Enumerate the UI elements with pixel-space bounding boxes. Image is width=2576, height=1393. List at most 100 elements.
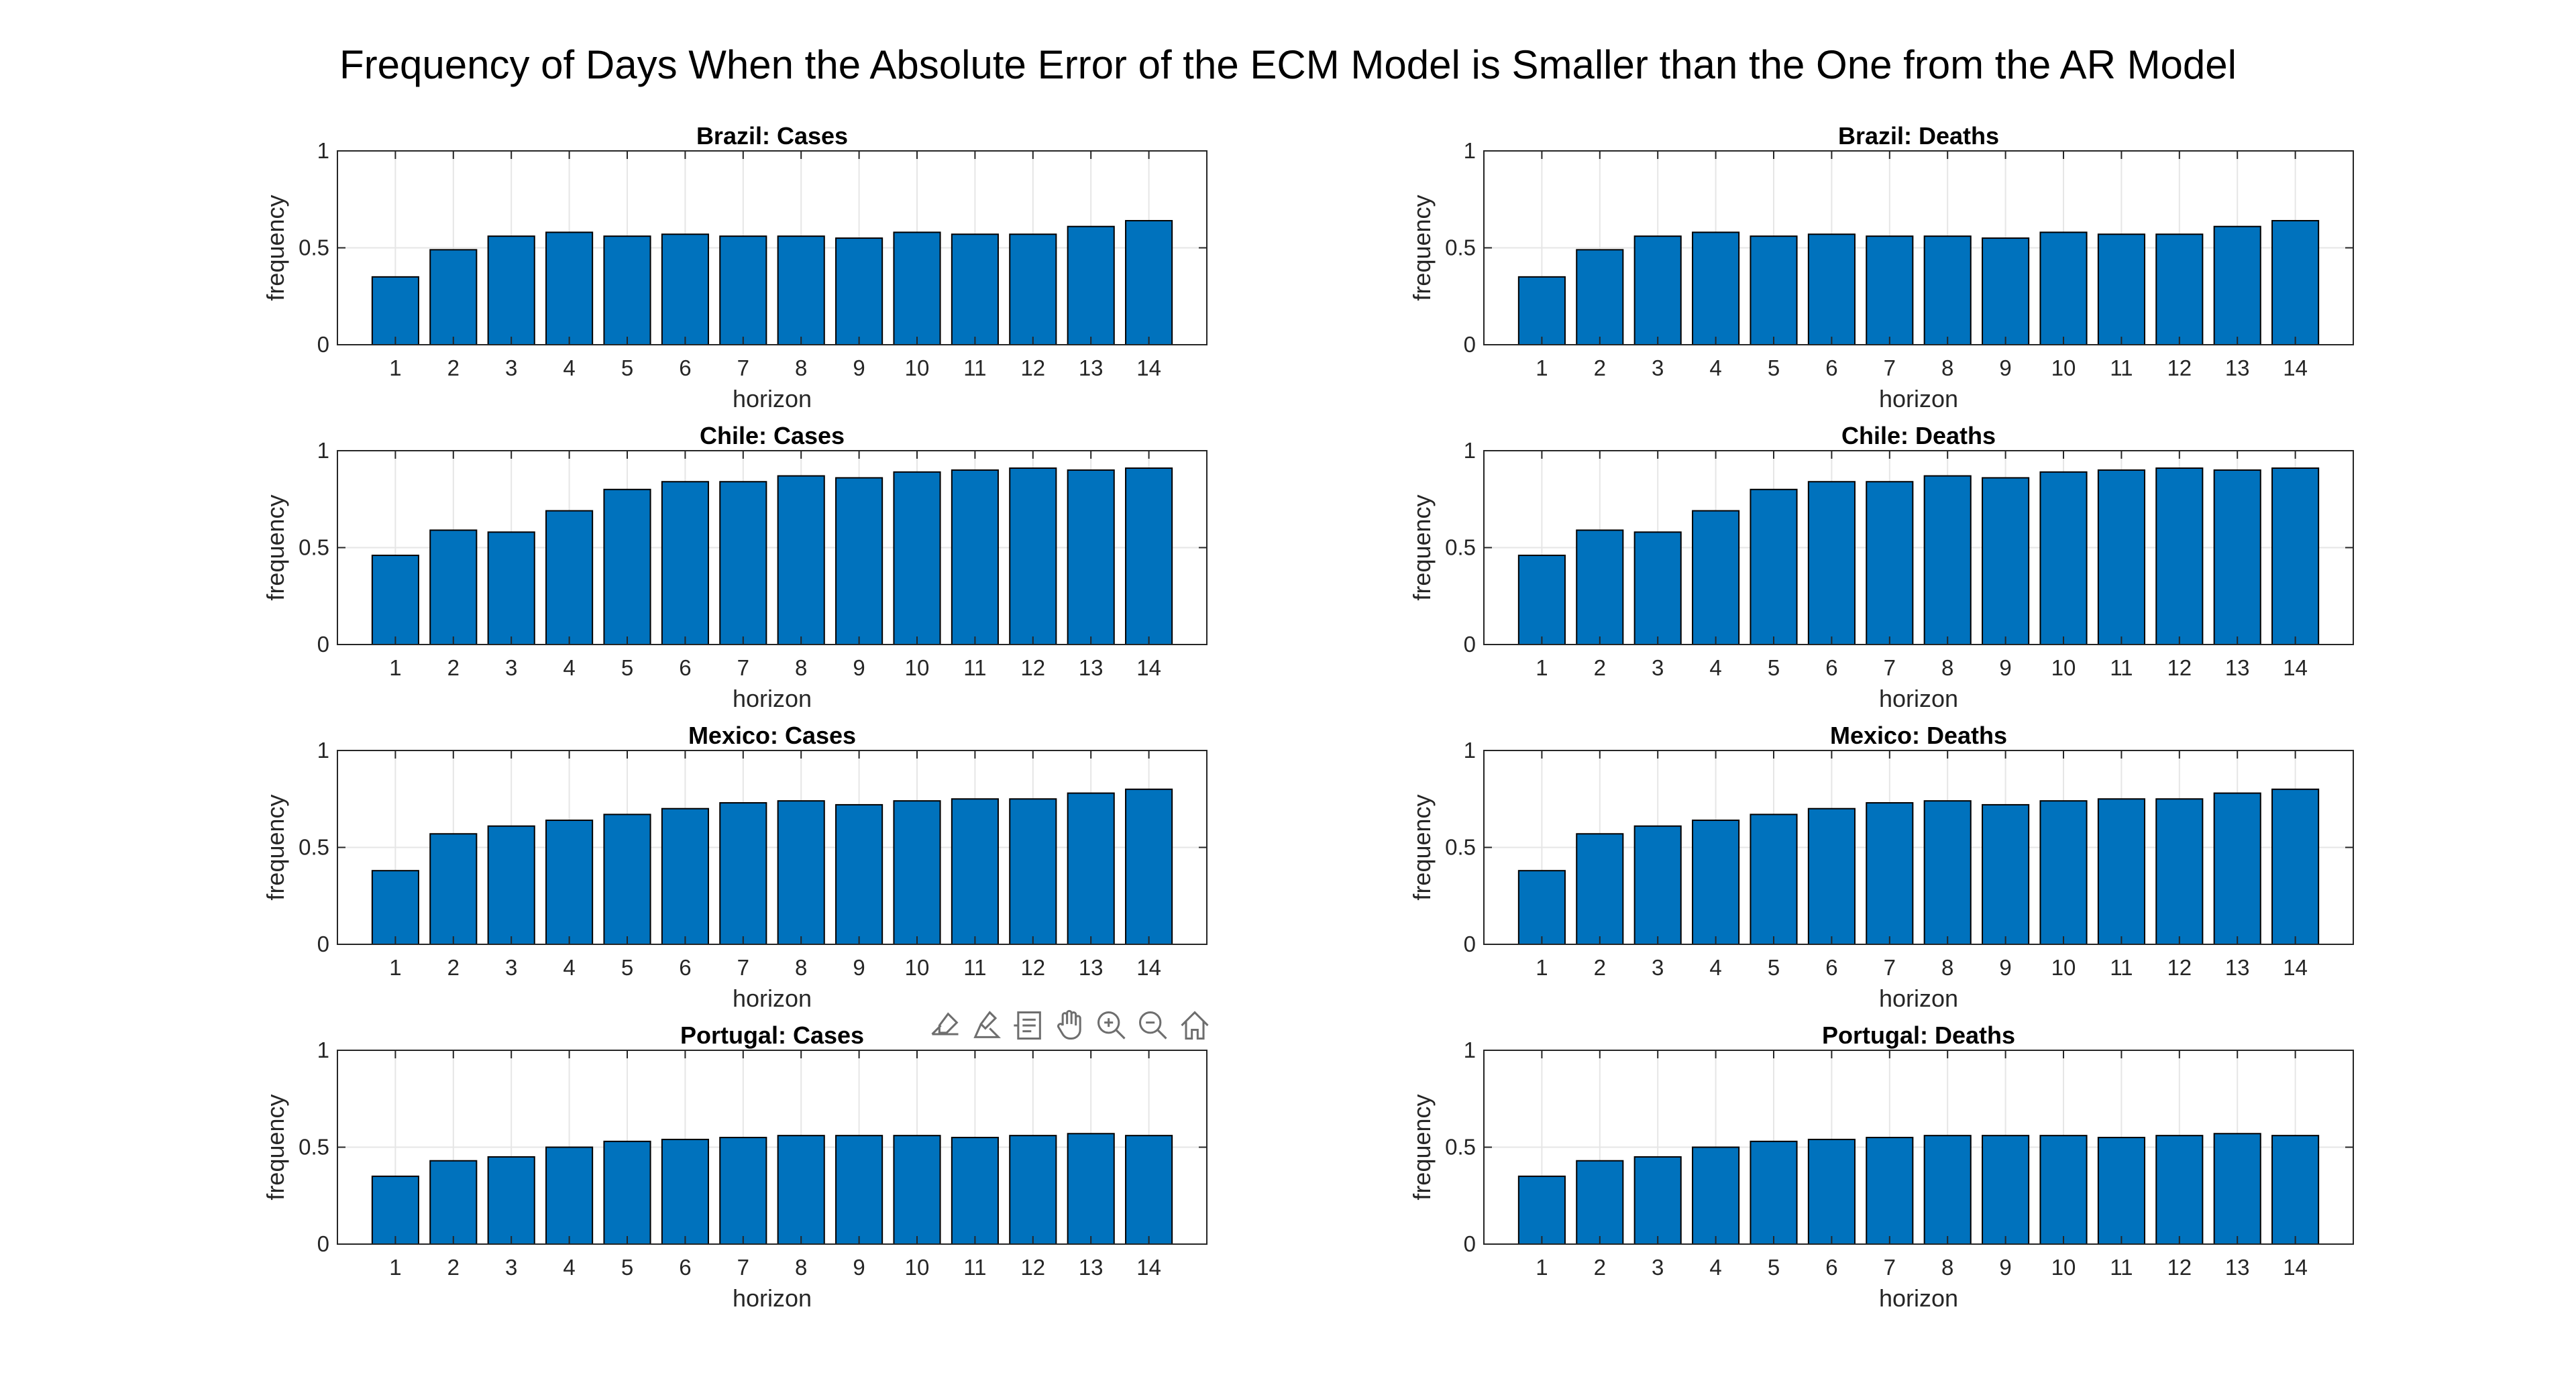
bar-8[interactable]: [777, 800, 825, 946]
bar-7[interactable]: [1866, 1137, 1914, 1245]
bar-5[interactable]: [603, 814, 651, 945]
bar-10[interactable]: [893, 231, 941, 345]
bar-8[interactable]: [777, 235, 825, 345]
bar-3[interactable]: [1633, 825, 1682, 945]
bar-3[interactable]: [487, 1156, 535, 1245]
bar-5[interactable]: [1750, 235, 1798, 345]
bar-14[interactable]: [2271, 788, 2320, 946]
bar-5[interactable]: [1750, 1140, 1798, 1245]
bar-11[interactable]: [951, 798, 999, 945]
bar-1[interactable]: [371, 276, 419, 346]
bar-13[interactable]: [2213, 792, 2261, 945]
bar-4[interactable]: [1692, 510, 1740, 646]
bar-6[interactable]: [1807, 807, 1856, 945]
bar-6[interactable]: [661, 1138, 709, 1245]
bar-11[interactable]: [2097, 798, 2145, 945]
bar-11[interactable]: [951, 233, 999, 345]
bar-2[interactable]: [429, 833, 478, 946]
bar-10[interactable]: [2039, 231, 2088, 345]
bar-2[interactable]: [1576, 1160, 1624, 1245]
bar-1[interactable]: [1517, 555, 1566, 645]
bar-7[interactable]: [719, 481, 767, 645]
data-tips-button[interactable]: [1009, 1006, 1048, 1045]
bar-7[interactable]: [1866, 235, 1914, 345]
bar-3[interactable]: [487, 235, 535, 345]
bar-11[interactable]: [2097, 233, 2145, 345]
bar-10[interactable]: [893, 1135, 941, 1245]
bar-4[interactable]: [545, 1146, 594, 1245]
bar-4[interactable]: [545, 820, 594, 946]
bar-14[interactable]: [1125, 788, 1173, 946]
bar-9[interactable]: [1982, 477, 2030, 646]
bar-9[interactable]: [1982, 237, 2030, 345]
bar-9[interactable]: [835, 1135, 883, 1245]
bar-2[interactable]: [1576, 529, 1624, 645]
bar-14[interactable]: [2271, 467, 2320, 645]
bar-1[interactable]: [371, 1175, 419, 1245]
bar-4[interactable]: [1692, 820, 1740, 946]
bar-12[interactable]: [2155, 467, 2204, 645]
bar-8[interactable]: [1923, 800, 1972, 946]
bar-3[interactable]: [487, 531, 535, 645]
bar-5[interactable]: [603, 488, 651, 645]
bar-12[interactable]: [1009, 798, 1057, 945]
bar-13[interactable]: [1067, 469, 1115, 646]
bar-2[interactable]: [429, 529, 478, 645]
bar-8[interactable]: [1923, 1135, 1972, 1245]
bar-13[interactable]: [2213, 1133, 2261, 1245]
bar-5[interactable]: [603, 235, 651, 345]
bar-10[interactable]: [893, 471, 941, 645]
bar-3[interactable]: [1633, 531, 1682, 645]
zoom-in-button[interactable]: [1092, 1006, 1131, 1045]
bar-8[interactable]: [1923, 475, 1972, 645]
bar-1[interactable]: [371, 555, 419, 645]
bar-12[interactable]: [2155, 233, 2204, 345]
bar-6[interactable]: [661, 481, 709, 645]
bar-10[interactable]: [2039, 471, 2088, 645]
bar-9[interactable]: [1982, 1135, 2030, 1245]
bar-12[interactable]: [2155, 798, 2204, 945]
bar-5[interactable]: [1750, 488, 1798, 645]
bar-2[interactable]: [1576, 249, 1624, 346]
bar-11[interactable]: [2097, 469, 2145, 646]
bar-2[interactable]: [429, 249, 478, 346]
bar-3[interactable]: [1633, 1156, 1682, 1245]
bar-8[interactable]: [1923, 235, 1972, 345]
bar-9[interactable]: [835, 477, 883, 646]
bar-6[interactable]: [1807, 233, 1856, 345]
bar-7[interactable]: [719, 802, 767, 946]
bar-7[interactable]: [719, 1137, 767, 1245]
bar-6[interactable]: [1807, 481, 1856, 645]
bar-14[interactable]: [2271, 220, 2320, 346]
bar-4[interactable]: [545, 231, 594, 345]
bar-13[interactable]: [2213, 469, 2261, 646]
bar-12[interactable]: [1009, 233, 1057, 345]
bar-12[interactable]: [1009, 1135, 1057, 1245]
bar-7[interactable]: [1866, 802, 1914, 946]
bar-9[interactable]: [835, 237, 883, 345]
bar-13[interactable]: [2213, 225, 2261, 345]
bar-12[interactable]: [1009, 467, 1057, 645]
bar-10[interactable]: [893, 800, 941, 946]
bar-3[interactable]: [487, 825, 535, 945]
bar-13[interactable]: [1067, 225, 1115, 345]
bar-14[interactable]: [1125, 467, 1173, 645]
bar-13[interactable]: [1067, 1133, 1115, 1245]
bar-1[interactable]: [1517, 870, 1566, 946]
bar-1[interactable]: [1517, 276, 1566, 346]
export-button[interactable]: [926, 1006, 965, 1045]
bar-2[interactable]: [1576, 833, 1624, 946]
bar-14[interactable]: [1125, 220, 1173, 346]
bar-5[interactable]: [603, 1140, 651, 1245]
bar-5[interactable]: [1750, 814, 1798, 945]
bar-11[interactable]: [2097, 1137, 2145, 1245]
zoom-out-button[interactable]: [1134, 1006, 1173, 1045]
bar-4[interactable]: [1692, 231, 1740, 345]
bar-8[interactable]: [777, 475, 825, 645]
bar-3[interactable]: [1633, 235, 1682, 345]
bar-10[interactable]: [2039, 800, 2088, 946]
home-button[interactable]: [1175, 1006, 1214, 1045]
bar-6[interactable]: [1807, 1138, 1856, 1245]
bar-14[interactable]: [2271, 1135, 2320, 1245]
bar-6[interactable]: [661, 807, 709, 945]
